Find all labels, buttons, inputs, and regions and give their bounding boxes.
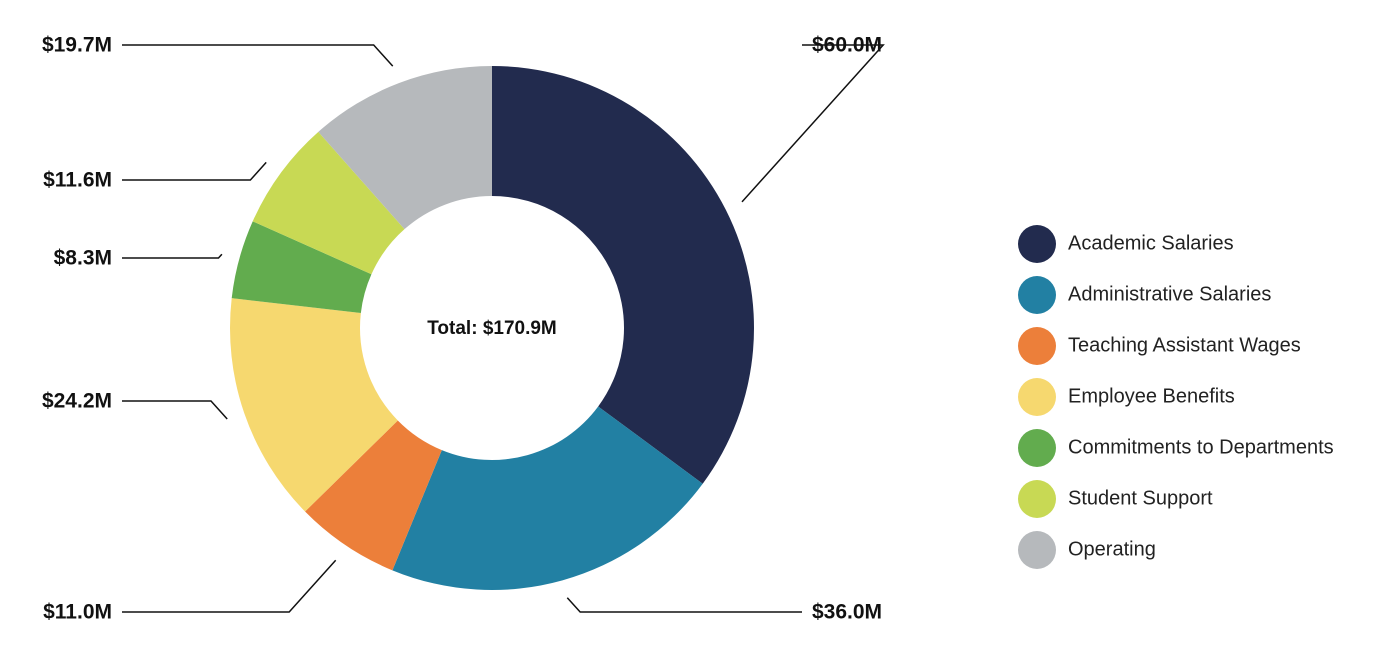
leader-line-teaching-assistant-wages (122, 559, 337, 613)
legend-label-employee-benefits: Employee Benefits (1068, 385, 1235, 407)
legend-label-operating: Operating (1068, 538, 1156, 560)
leader-line-operating (122, 44, 394, 67)
leader-line-employee-benefits (122, 400, 228, 420)
value-label-teaching-assistant-wages: $11.0M (43, 601, 112, 624)
value-label-employee-benefits: $24.2M (42, 390, 112, 413)
legend-swatch-employee-benefits (1018, 378, 1056, 416)
legend-swatch-academic-salaries (1018, 225, 1056, 263)
value-label-commitments-to-departments: $8.3M (54, 247, 112, 270)
legend-label-teaching-assistant-wages: Teaching Assistant Wages (1068, 334, 1301, 356)
legend-swatch-administrative-salaries (1018, 276, 1056, 314)
legend-label-administrative-salaries: Administrative Salaries (1068, 283, 1271, 305)
value-label-operating: $19.7M (42, 34, 112, 57)
slice-academic-salaries (492, 66, 754, 484)
slice-employee-benefits (230, 298, 398, 512)
slice-commitments-to-departments (231, 221, 372, 313)
legend: Academic Salaries Administrative Salaries… (1018, 225, 1334, 569)
leader-line-administrative-salaries (566, 597, 802, 613)
value-label-academic-salaries: $60.0M (812, 34, 882, 57)
legend-swatch-student-support (1018, 480, 1056, 518)
leader-line-student-support (122, 161, 267, 181)
leader-lines (122, 44, 885, 613)
legend-label-student-support: Student Support (1068, 487, 1213, 509)
value-labels: $60.0M $36.0M $11.0M $24.2M $8.3M $11.6M $19.7… (42, 34, 882, 624)
slice-teaching-assistant-wages (305, 420, 442, 571)
slice-student-support (252, 131, 405, 275)
value-label-administrative-salaries: $36.0M (812, 601, 882, 624)
legend-swatch-teaching-assistant-wages (1018, 327, 1056, 365)
donut-slices (230, 66, 754, 591)
value-label-student-support: $11.6M (43, 169, 112, 192)
leader-line-academic-salaries (741, 44, 885, 203)
legend-label-commitments-to-departments: Commitments to Departments (1068, 436, 1334, 458)
slice-operating (318, 66, 492, 230)
legend-swatch-commitments-to-departments (1018, 429, 1056, 467)
center-total-label: Total: $170.9M (427, 318, 557, 339)
leader-line-commitments-to-departments (122, 253, 223, 259)
slice-administrative-salaries (392, 406, 703, 591)
legend-swatch-operating (1018, 531, 1056, 569)
legend-label-academic-salaries: Academic Salaries (1068, 232, 1234, 254)
